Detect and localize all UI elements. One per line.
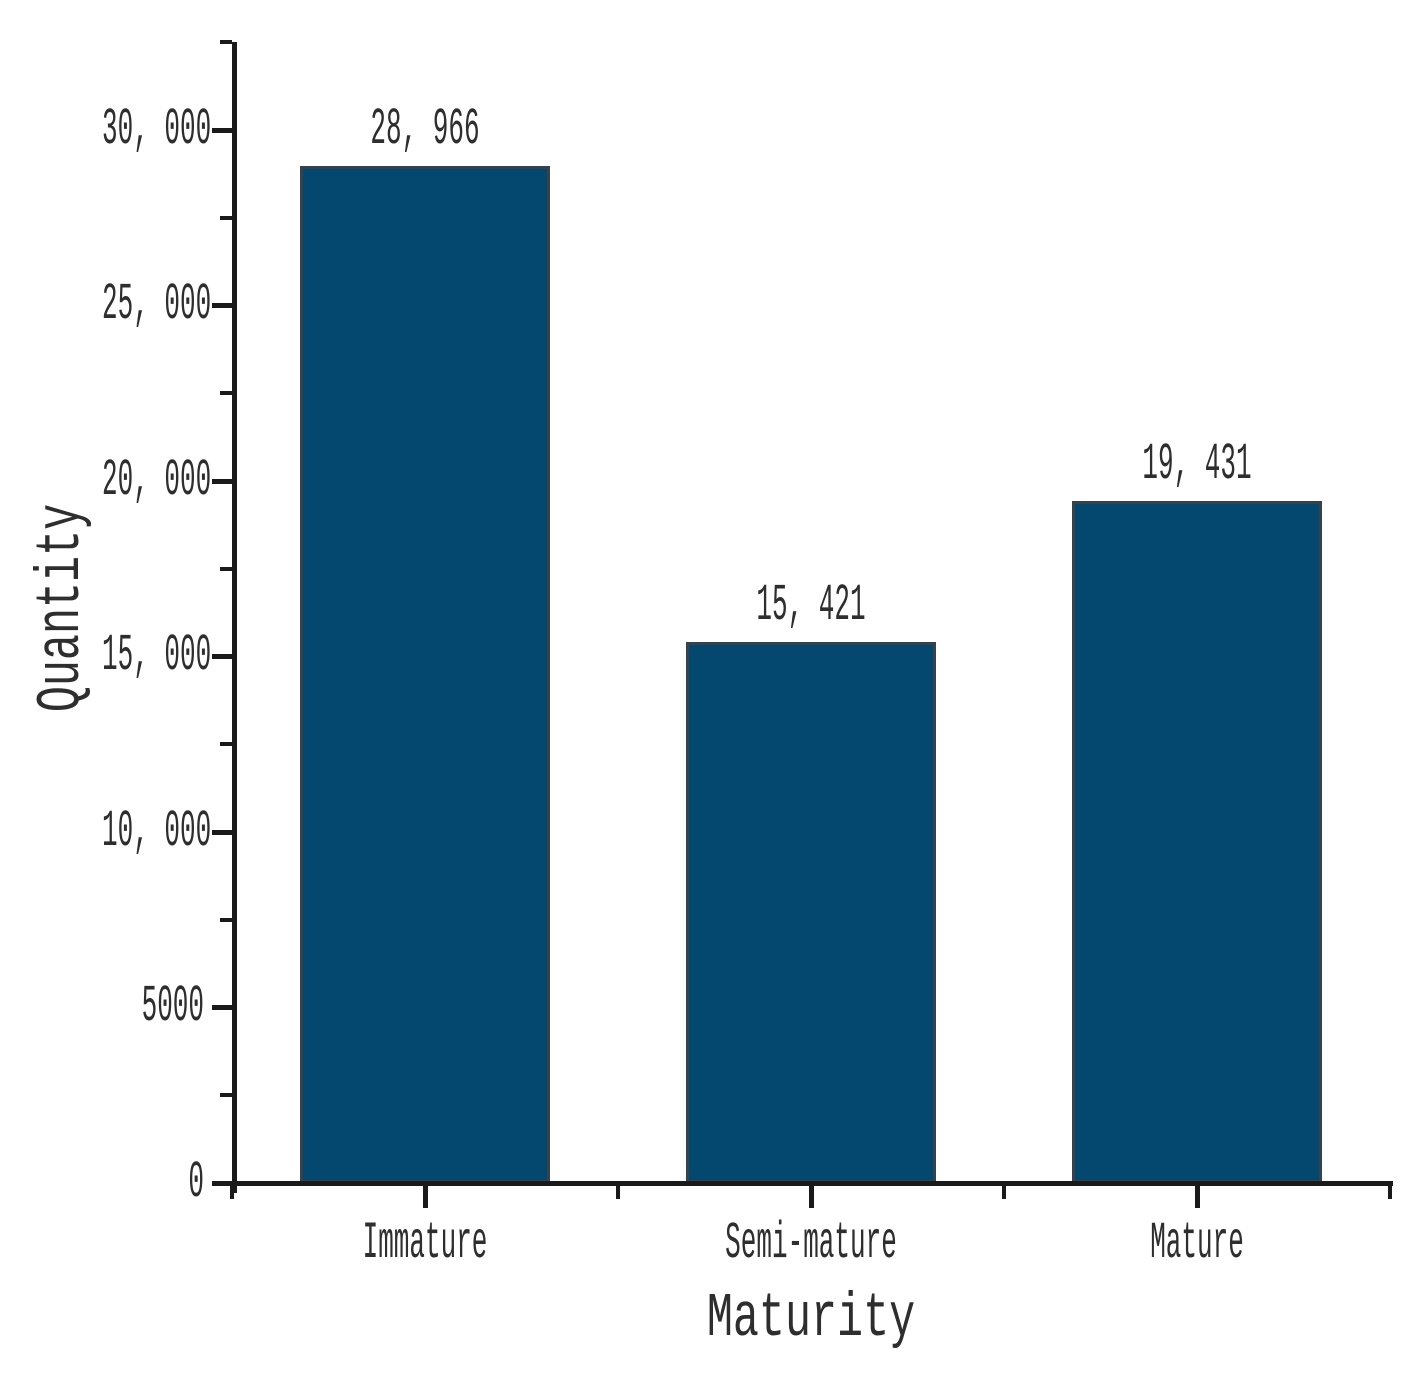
y-tick-label: 20, 000	[102, 450, 212, 510]
y-minor-tick	[220, 1093, 232, 1098]
y-major-tick	[212, 303, 232, 309]
y-minor-tick	[220, 215, 232, 220]
x-minor-tick	[230, 1186, 234, 1199]
y-major-tick	[212, 829, 232, 835]
y-axis-line	[232, 42, 237, 1193]
y-tick-label: 30, 000	[102, 99, 212, 159]
y-major-tick	[212, 654, 232, 660]
bar-value-label: 15, 421	[756, 575, 866, 635]
y-tick-label: 15, 000	[102, 626, 212, 686]
y-major-tick	[212, 1181, 232, 1186]
y-minor-tick	[220, 742, 232, 747]
x-category-label: Immature	[362, 1214, 488, 1273]
bar-value-label: 28, 966	[370, 100, 480, 160]
bar-immature	[300, 166, 550, 1183]
y-tick-label: 10, 000	[102, 801, 212, 861]
x-axis-line	[232, 1181, 1393, 1186]
x-major-tick	[808, 1186, 814, 1208]
bar-value-label: 19, 431	[1142, 434, 1252, 494]
x-minor-tick	[1002, 1186, 1006, 1199]
x-minor-tick	[1388, 1186, 1392, 1199]
y-tick-label: 0	[188, 1153, 204, 1212]
x-major-tick	[1194, 1186, 1200, 1208]
y-tick-label: 25, 000	[102, 275, 212, 335]
y-major-tick	[212, 478, 232, 484]
x-major-tick	[422, 1186, 428, 1208]
x-category-label: Mature	[1150, 1214, 1244, 1273]
x-category-label: Semi-mature	[725, 1214, 897, 1273]
y-minor-tick	[220, 566, 232, 571]
y-major-tick	[212, 127, 232, 133]
bar-mature	[1072, 500, 1322, 1183]
y-minor-tick	[220, 917, 232, 922]
x-axis-title: Maturity	[706, 1283, 916, 1354]
y-axis-title: Quantity	[26, 503, 97, 713]
y-major-tick	[212, 1005, 232, 1011]
bar-semi-mature	[686, 641, 936, 1183]
y-minor-tick	[220, 40, 232, 44]
y-minor-tick	[220, 391, 232, 396]
y-tick-label: 5000	[141, 977, 204, 1037]
x-minor-tick	[616, 1186, 620, 1199]
